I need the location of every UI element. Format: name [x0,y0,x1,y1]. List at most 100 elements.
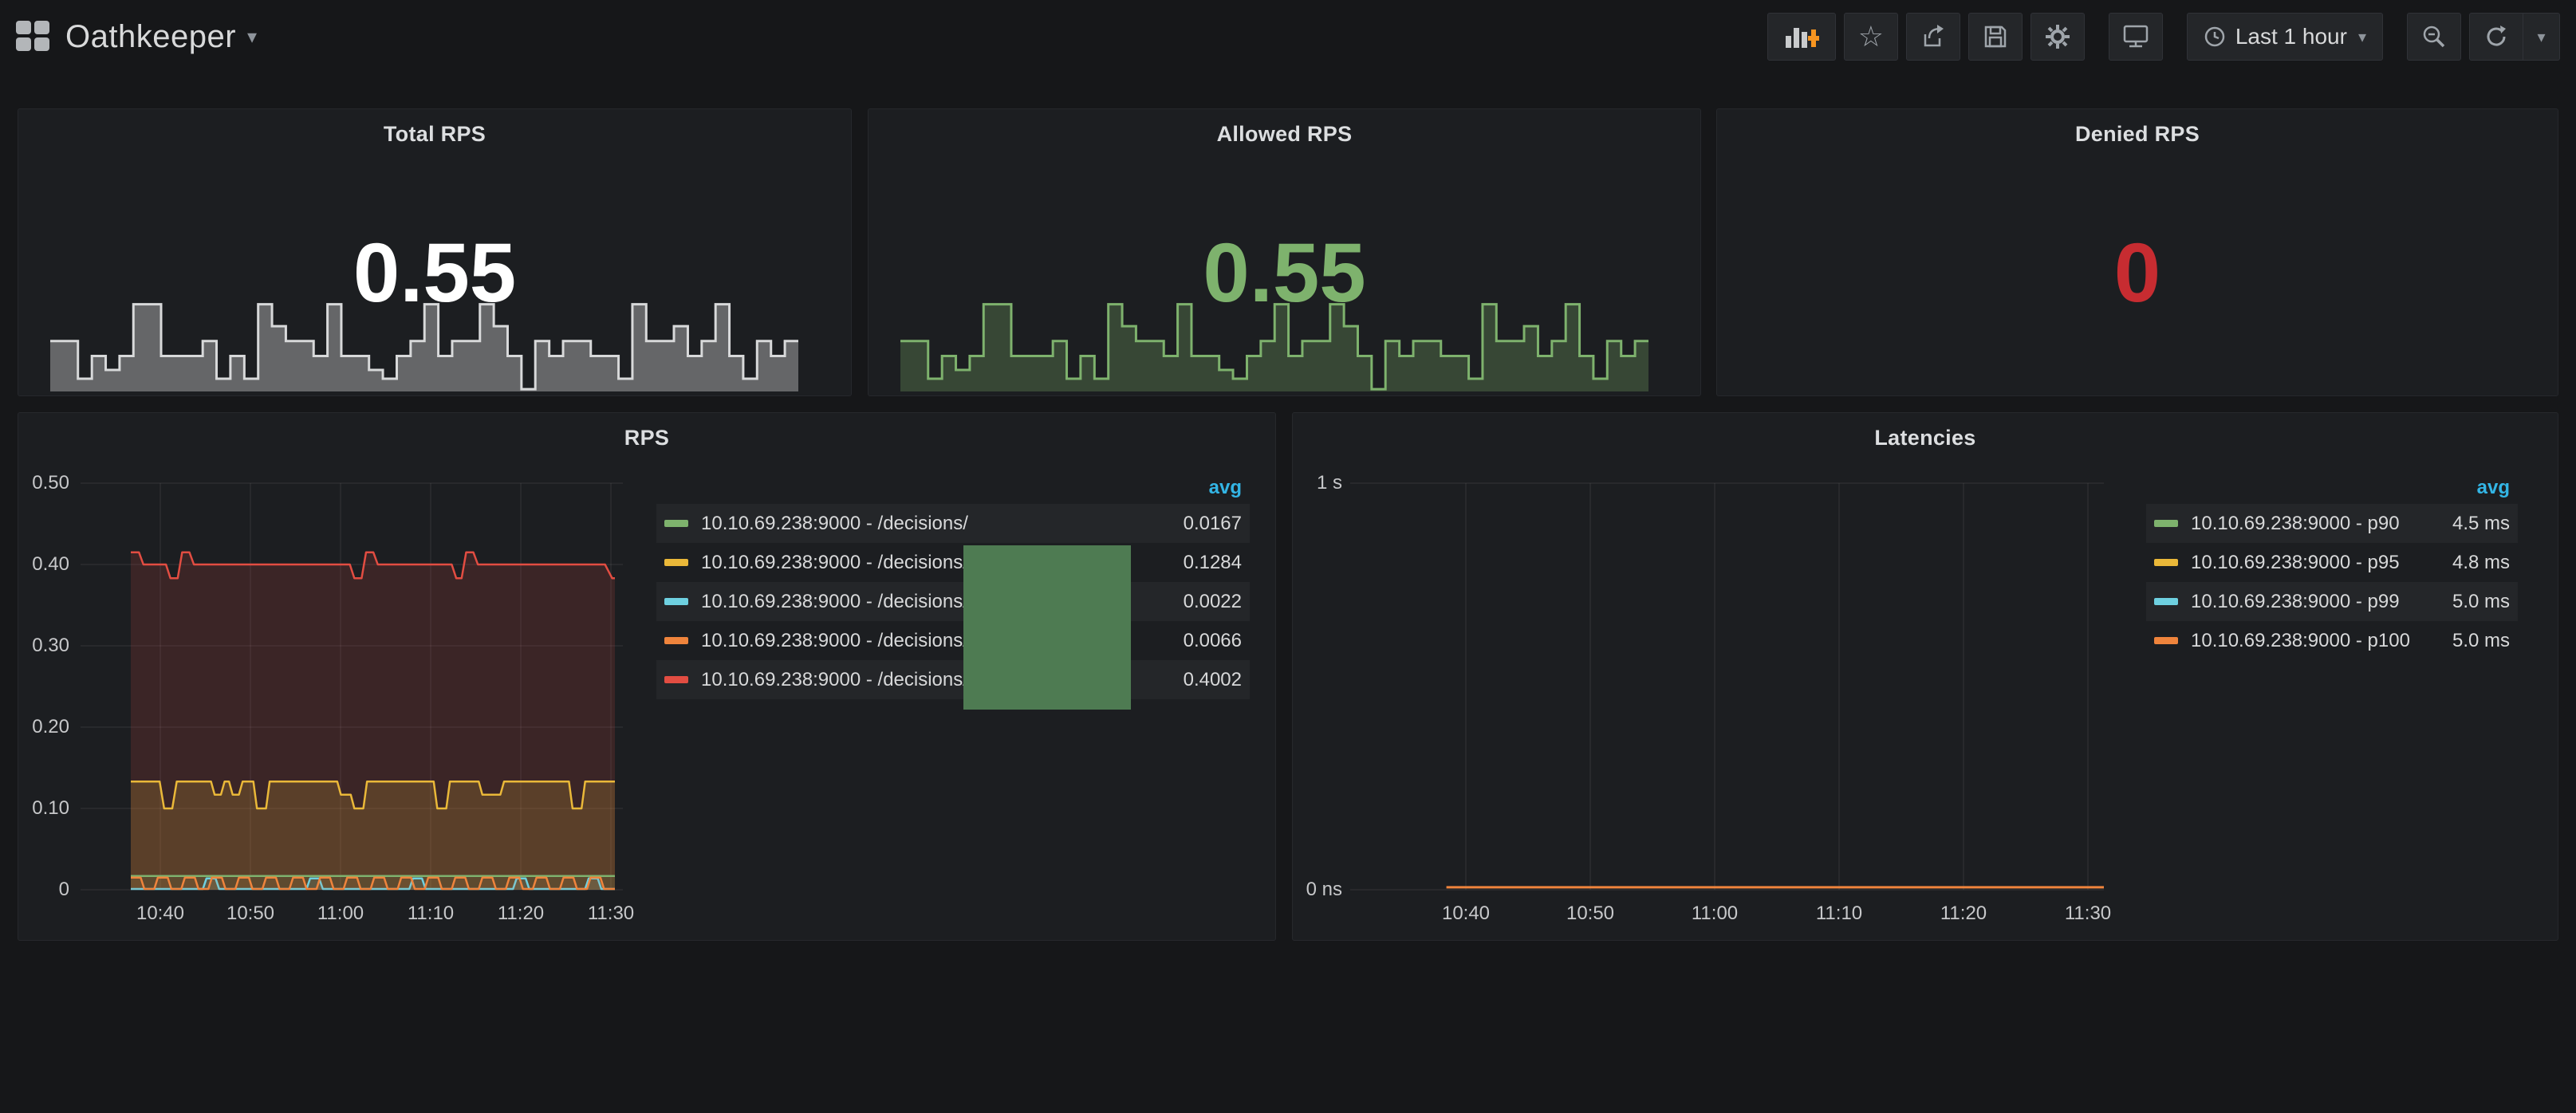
legend-series-name: 10.10.69.238:9000 - /decisions/ [701,512,968,534]
green-overlay-box [963,545,1131,710]
dashboard-title: Oathkeeper [65,18,237,54]
y-tick-label: 0 ns [1306,879,1342,900]
y-tick-label: 0.40 [32,553,69,575]
panel-total-rps: Total RPS 0.55 [18,108,852,396]
panel-latencies-graph: Latencies 1 s 0 ns 10:40 10:50 11:00 11:10 11:… [1292,412,2558,941]
panel-allowed-rps: Allowed RPS 0.55 [868,108,1701,396]
save-icon [1983,24,2008,49]
legend-color-swatch-icon[interactable] [2154,598,2178,605]
legend-avg-value: 0.4002 [1183,668,1242,690]
legend-row[interactable]: 10.10.69.238:9000 - /decisions/0.0167 [656,504,1250,543]
legend-color-swatch-icon[interactable] [664,520,688,527]
legend-series-name: 10.10.69.238:9000 - /decisions/ [701,551,968,573]
latencies-plot-area[interactable] [1350,471,2104,902]
legend-series-name: 10.10.69.238:9000 - p100 [2191,629,2410,651]
legend-row[interactable]: 10.10.69.238:9000 - /decisions/0.0022 [656,582,1250,621]
legend-avg-value: 0.0022 [1183,590,1242,612]
panel-title-allowed-rps[interactable]: Allowed RPS [1216,122,1353,146]
time-range-picker[interactable]: Last 1 hour ▾ [2186,13,2383,61]
zoom-out-icon [2421,24,2447,49]
legend-color-swatch-icon[interactable] [664,637,688,644]
legend-avg-value: 0.0167 [1183,512,1242,534]
legend-series-name: 10.10.69.238:9000 - /decisions/ [701,629,968,651]
legend-row[interactable]: 10.10.69.238:9000 - p90 4.5 ms [2146,504,2518,543]
refresh-button[interactable] [2470,13,2523,61]
legend-series-name: 10.10.69.238:9000 - p95 [2191,551,2400,573]
sparkline-total-rps [50,294,799,391]
latencies-legend: avg 10.10.69.238:9000 - p90 4.5 ms 10.10.6… [2146,477,2518,660]
save-button[interactable] [1967,13,2023,61]
legend-row[interactable]: 10.10.69.238:9000 - /decisions/0.1284 [656,543,1250,582]
panel-title-rps-graph[interactable]: RPS [624,426,670,450]
legend-row[interactable]: 10.10.69.238:9000 - p95 4.8 ms [2146,543,2518,582]
star-button[interactable]: ☆ [1843,13,1898,61]
legend-row[interactable]: 10.10.69.238:9000 - /decisions/0.4002 [656,660,1250,699]
add-panel-icon [1784,23,1819,50]
x-tick-label: 11:10 [407,903,455,924]
navbar-toolbar: ☆ [1759,13,2560,61]
legend-row[interactable]: 10.10.69.238:9000 - p100 5.0 ms [2146,621,2518,660]
dashboard-grid-icon [16,20,49,53]
x-tick-label: 11:00 [317,903,364,924]
legend-series-name: 10.10.69.238:9000 - p90 [2191,512,2400,534]
x-tick-label: 11:00 [1691,903,1739,924]
rps-legend: avg 10.10.69.238:9000 - /decisions/0.016… [656,477,1250,699]
legend-color-swatch-icon[interactable] [664,559,688,566]
legend-avg-value: 4.5 ms [2452,512,2510,534]
x-tick-label: 10:50 [1566,903,1615,924]
share-icon [1920,24,1947,49]
x-tick-label: 11:30 [587,903,635,924]
legend-color-swatch-icon[interactable] [664,598,688,605]
zoom-out-button[interactable] [2407,13,2461,61]
legend-row[interactable]: 10.10.69.238:9000 - /decisions/0.0066 [656,621,1250,660]
legend-color-swatch-icon[interactable] [2154,520,2178,527]
star-icon: ☆ [1857,20,1884,53]
panel-title-latencies[interactable]: Latencies [1874,426,1976,450]
dashboard-picker[interactable]: Oathkeeper ▾ [16,19,257,55]
cycle-view-button[interactable] [2108,13,2163,61]
x-tick-label: 11:20 [497,903,545,924]
x-tick-label: 11:30 [2064,903,2112,924]
caret-down-icon: ▾ [247,26,258,48]
refresh-split-button: ▾ [2469,13,2560,61]
legend-color-swatch-icon[interactable] [664,676,688,683]
x-tick-label: 11:20 [1940,903,1987,924]
tv-icon [2122,24,2149,49]
panel-title-total-rps[interactable]: Total RPS [383,122,486,146]
legend-avg-header[interactable]: avg [2476,477,2510,498]
y-tick-label: 0 [58,879,69,900]
x-tick-label: 11:10 [1815,903,1863,924]
y-tick-label: 1 s [1316,472,1342,494]
y-tick-label: 0.30 [32,635,69,656]
clock-icon [2204,26,2226,48]
rps-plot-area[interactable] [81,471,623,902]
legend-rows: 10.10.69.238:9000 - p90 4.5 ms 10.10.69.23… [2146,504,2518,660]
y-tick-label: 0.20 [32,716,69,737]
x-tick-label: 10:40 [1441,903,1491,924]
share-button[interactable] [1905,13,1960,61]
x-tick-label: 10:50 [226,903,275,924]
legend-color-swatch-icon[interactable] [2154,559,2178,566]
legend-color-swatch-icon[interactable] [2154,637,2178,644]
gear-icon [2044,23,2071,50]
legend-avg-value: 5.0 ms [2452,629,2510,651]
add-panel-button[interactable] [1767,13,1836,61]
legend-series-name: 10.10.69.238:9000 - p99 [2191,590,2400,612]
y-tick-label: 0.50 [32,472,69,494]
settings-button[interactable] [2030,13,2085,61]
y-tick-label: 0.10 [32,797,69,819]
panel-title-denied-rps[interactable]: Denied RPS [2074,122,2200,146]
caret-down-icon: ▾ [2357,28,2366,46]
refresh-icon [2483,24,2509,49]
legend-avg-value: 0.1284 [1183,551,1242,573]
refresh-interval-dropdown[interactable]: ▾ [2523,13,2559,61]
legend-series-name: 10.10.69.238:9000 - /decisions/ [701,668,968,690]
caret-down-icon: ▾ [2537,28,2546,46]
stat-value-denied-rps: 0 [2113,226,2161,320]
legend-avg-value: 4.8 ms [2452,551,2510,573]
legend-row[interactable]: 10.10.69.238:9000 - p99 5.0 ms [2146,582,2518,621]
sparkline-allowed-rps [900,294,1649,391]
legend-rows: 10.10.69.238:9000 - /decisions/0.0167 10.… [656,504,1250,699]
legend-avg-value: 0.0066 [1183,629,1242,651]
legend-avg-header[interactable]: avg [1208,477,1242,498]
